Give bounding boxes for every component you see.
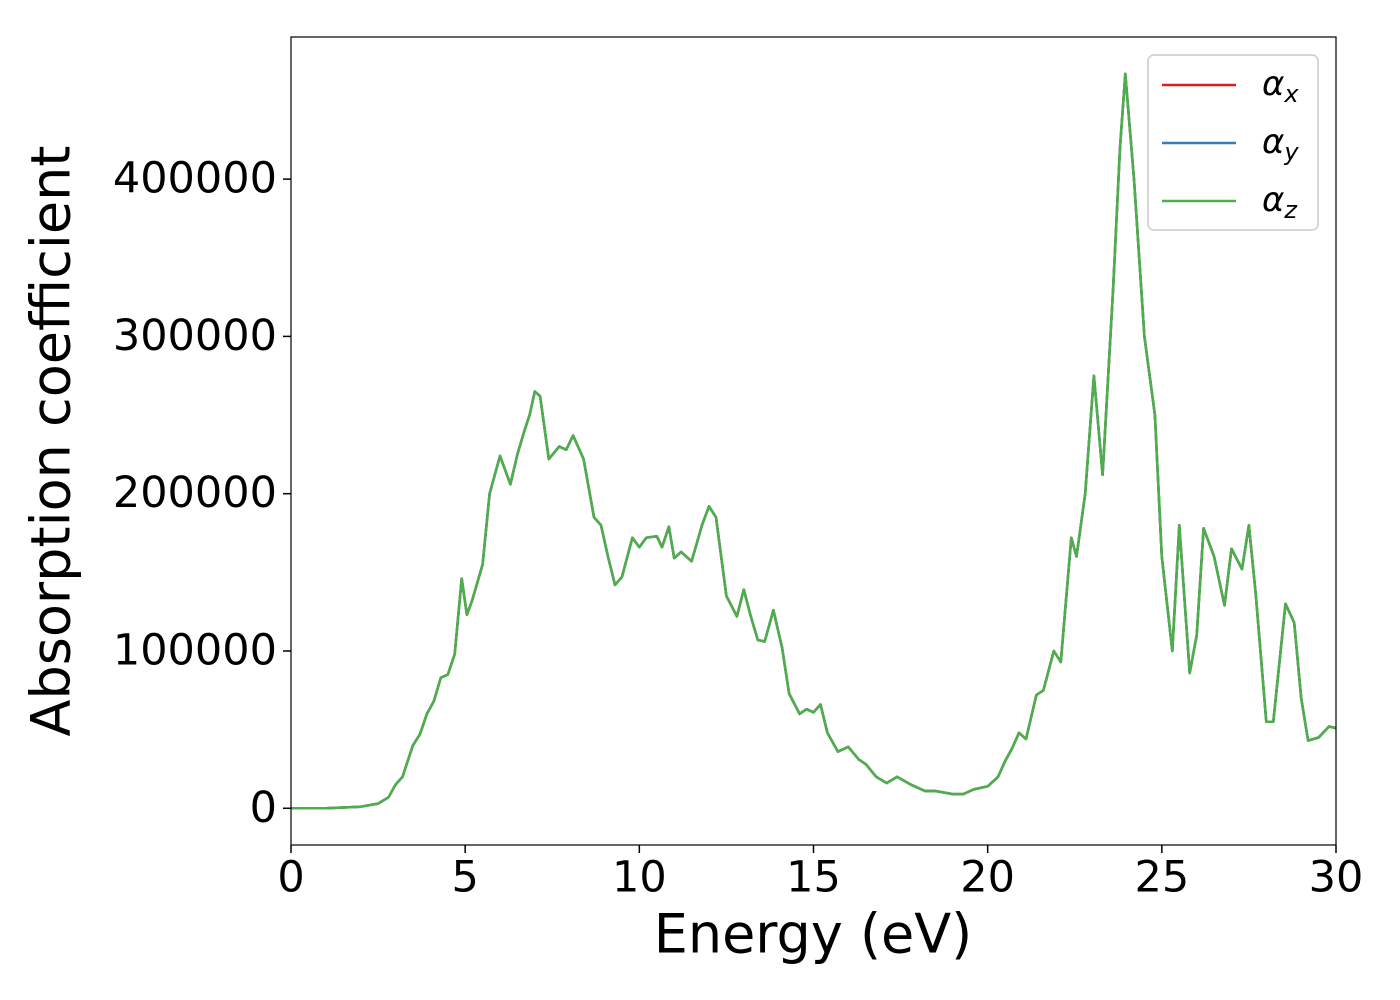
x-tick-label: 5 bbox=[451, 853, 478, 903]
x-axis-label: Energy (eV) bbox=[654, 903, 973, 966]
x-tick-label: 25 bbox=[1134, 853, 1189, 903]
x-tick-label: 15 bbox=[786, 853, 841, 903]
x-tick-label: 20 bbox=[960, 853, 1015, 903]
y-axis-label: Absorption coefficient bbox=[20, 146, 83, 737]
y-tick-label: 0 bbox=[250, 783, 277, 833]
legend-label: αz bbox=[1262, 180, 1298, 225]
y-tick-label: 200000 bbox=[113, 468, 277, 518]
x-tick-label: 10 bbox=[612, 853, 667, 903]
legend-label: αx bbox=[1262, 64, 1299, 109]
plot-frame bbox=[290, 36, 1337, 846]
x-tick-label: 0 bbox=[277, 853, 304, 903]
y-tick-label: 100000 bbox=[113, 625, 277, 675]
y-tick-label: 400000 bbox=[113, 154, 277, 204]
y-tick-label: 300000 bbox=[113, 311, 277, 361]
line-series bbox=[291, 72, 1337, 810]
x-tick-label: 30 bbox=[1309, 853, 1364, 903]
legend-label: αy bbox=[1262, 122, 1299, 167]
